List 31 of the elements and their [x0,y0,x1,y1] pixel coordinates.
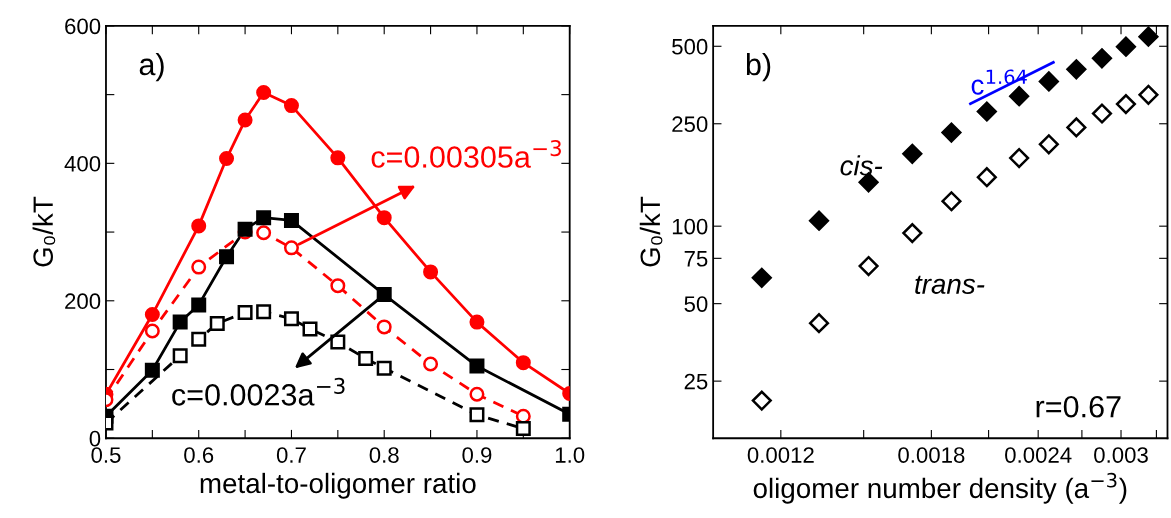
x-tick-label: 0.0024 [1005,447,1072,463]
annotation: c=0.00305a$^{−3}$ [371,140,561,168]
x-tick-label: 0.7 [276,447,306,463]
y-tick-label: 25 [684,373,708,390]
y-tick-label: 200 [65,293,101,310]
x-tick-label: 0.0018 [898,447,965,463]
y-tick-label: 250 [672,116,708,133]
y-tick-label: 400 [64,155,101,172]
x-tick-label: 0.5 [91,447,121,463]
y-tick-label: 50 [684,296,708,312]
y-axis-title: G₀/kT [32,196,56,267]
x-tick-label: 0.003 [1094,447,1148,463]
annotation: b) [746,52,771,82]
y-tick-label: 0 [89,430,101,447]
y-tick-label: 500 [672,38,708,55]
x-tick-label: 1.0 [555,447,585,463]
annotation: a) [139,52,164,82]
y-tick-label: 75 [684,251,708,267]
x-tick-label: 0.9 [462,447,492,463]
annotation: c=0.0023a$^{−3}$ [172,377,345,406]
x-axis-title: metal-to-oligomer ratio [200,472,476,499]
x-tick-label: 0.8 [369,447,399,463]
annotation: r=0.67 [1036,395,1121,418]
y-axis-title: G₀/kT [639,196,663,267]
x-tick-label: 0.0012 [747,447,814,463]
series-label: trans- [915,275,985,294]
x-axis-title: oligomer number density (a$^{−3}$) [753,472,1127,504]
y-tick-label: 600 [65,18,101,35]
series-label: cis- [840,155,883,176]
x-tick-label: 0.6 [184,447,214,463]
y-tick-label: 100 [672,218,708,235]
